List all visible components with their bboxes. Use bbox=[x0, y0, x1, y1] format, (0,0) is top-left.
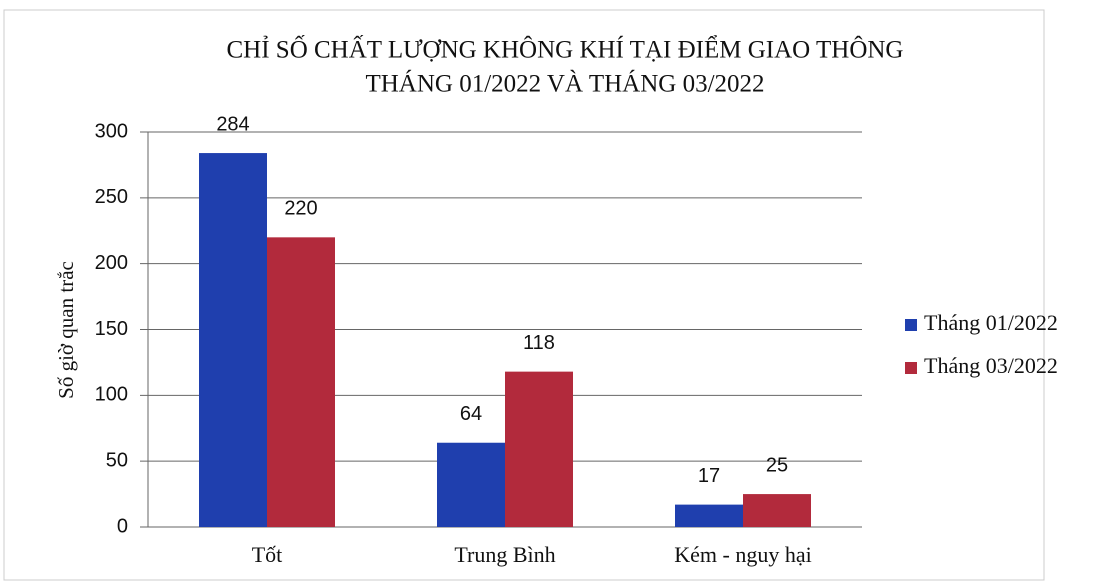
y-tick-label: 300 bbox=[95, 120, 128, 142]
bar bbox=[199, 153, 267, 528]
y-tick-label: 50 bbox=[106, 449, 128, 471]
legend-label: Tháng 01/2022 bbox=[924, 310, 1058, 335]
y-tick-label: 250 bbox=[95, 186, 128, 208]
data-label: 64 bbox=[460, 403, 482, 425]
y-tick-label: 100 bbox=[95, 384, 128, 406]
data-label: 220 bbox=[284, 198, 317, 220]
data-label: 284 bbox=[216, 113, 249, 135]
legend-swatch bbox=[905, 319, 917, 331]
bar bbox=[267, 237, 335, 528]
legend-swatch bbox=[905, 362, 917, 374]
data-label: 17 bbox=[698, 465, 720, 487]
x-tick-label: Trung Bình bbox=[454, 542, 555, 567]
y-axis-label: Số giờ quan trắc bbox=[54, 261, 78, 399]
y-tick-label: 0 bbox=[117, 515, 128, 537]
y-tick-label: 200 bbox=[95, 252, 128, 274]
bar bbox=[437, 442, 505, 527]
chart-title: THÁNG 01/2022 VÀ THÁNG 03/2022 bbox=[365, 70, 764, 98]
bar bbox=[675, 504, 743, 527]
y-tick-label: 150 bbox=[95, 318, 128, 340]
bar bbox=[505, 371, 573, 527]
data-label: 25 bbox=[766, 454, 788, 476]
x-tick-label: Tốt bbox=[252, 542, 283, 567]
x-tick-label: Kém - nguy hại bbox=[674, 542, 811, 567]
bar bbox=[743, 494, 811, 527]
data-label: 118 bbox=[523, 332, 555, 354]
chart-title: CHỈ SỐ CHẤT LƯỢNG KHÔNG KHÍ TẠI ĐIỂM GIA… bbox=[226, 35, 903, 64]
legend-label: Tháng 03/2022 bbox=[924, 353, 1058, 378]
